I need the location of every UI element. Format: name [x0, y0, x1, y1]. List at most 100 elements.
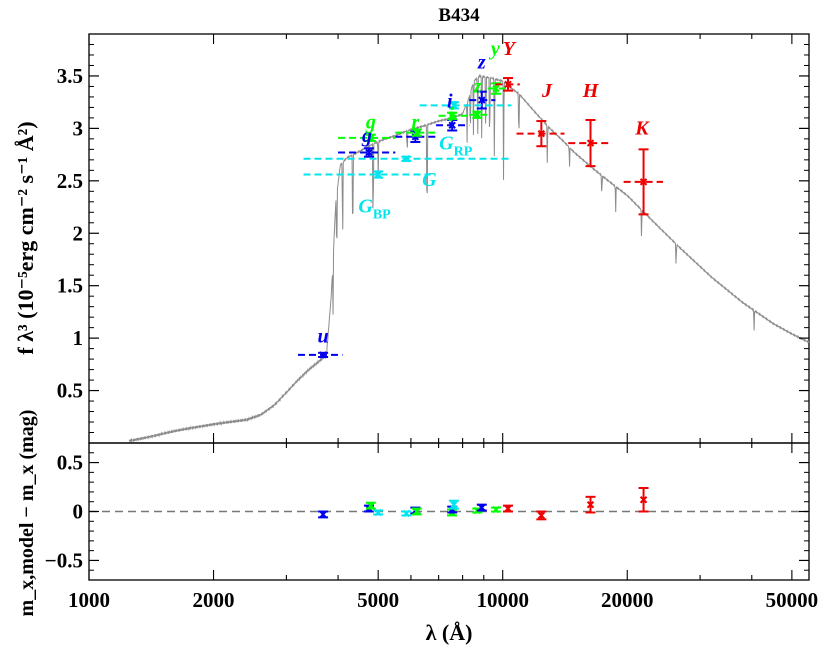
y-tick-label: 0.5	[57, 451, 83, 475]
band-label-y: y	[489, 38, 500, 60]
x-tick-label: 10000	[476, 588, 529, 612]
x-tick-label: 20000	[601, 588, 654, 612]
data-marker	[319, 510, 327, 519]
residual-point	[448, 499, 459, 510]
band-label-z: z	[473, 76, 482, 98]
band-label-k: K	[634, 118, 650, 140]
y-tick-label: 1	[73, 326, 84, 350]
x-ticks: 1000 2000 5000 10000 20000 50000	[68, 443, 818, 612]
band-label-g: G	[422, 169, 437, 191]
band-label-j: J	[541, 80, 553, 102]
band-label-h: H	[582, 80, 600, 102]
photometry-point-r	[395, 128, 439, 137]
top-x-ticks	[88, 34, 793, 443]
photometry-point-Y	[495, 77, 520, 92]
residual-point	[373, 508, 384, 517]
band-label-y: Y	[503, 38, 517, 60]
photometry-point-J	[516, 120, 565, 148]
band-label-u: u	[318, 325, 329, 347]
data-marker	[367, 501, 375, 510]
data-marker	[473, 111, 481, 119]
data-marker	[450, 101, 458, 110]
data-marker	[478, 96, 486, 104]
bottom-y-ticks: 0.5 0 −0.5	[45, 451, 809, 572]
photometry-point-G_RP	[419, 101, 512, 110]
band-label-g_rp: GRP	[439, 132, 473, 159]
photometry-point-g	[338, 147, 396, 158]
band-label-i: i	[448, 104, 454, 126]
y-tick-label: 3	[73, 116, 84, 140]
bottom-panel: 0.5 0 −0.5 1000 2000 5000 10000 20000 50000	[45, 442, 818, 612]
chart-title: B434	[438, 5, 480, 26]
band-label-g: g	[365, 111, 376, 133]
photometry-point-z	[469, 110, 490, 119]
photometry-point-i	[438, 111, 470, 120]
data-marker	[492, 84, 500, 93]
spectrum-line	[128, 73, 810, 444]
y-tick-label: 2	[73, 221, 84, 245]
y-tick-label: 0	[73, 500, 84, 524]
data-marker	[492, 505, 500, 514]
photometry-points	[297, 77, 663, 359]
residual-point	[318, 510, 329, 519]
data-marker	[402, 155, 411, 163]
photometry-point-G	[303, 155, 512, 163]
band-label-g: g	[361, 125, 372, 147]
data-marker	[478, 503, 486, 512]
photometry-point-G_BP	[303, 170, 431, 179]
data-marker	[365, 148, 373, 157]
residual-point	[411, 507, 422, 516]
data-marker	[639, 496, 648, 504]
bottom-y-axis-title: m_x,model − m_x (mag)	[16, 410, 38, 617]
residual-point	[365, 501, 376, 510]
band-label-g_bp: GBP	[358, 195, 391, 222]
data-marker	[448, 121, 456, 129]
y-tick-label: 3.5	[57, 64, 83, 88]
data-marker	[537, 511, 546, 520]
residual-point	[585, 495, 596, 514]
x-tick-label: 5000	[357, 588, 399, 612]
photometry-point-K	[623, 148, 663, 216]
residual-point	[503, 504, 514, 513]
residual-point	[536, 510, 547, 521]
model-spectrum	[128, 73, 810, 444]
photometry-point-z	[469, 90, 496, 110]
data-marker	[402, 509, 411, 518]
y-tick-label: 1.5	[57, 274, 83, 298]
band-label-z: z	[477, 52, 486, 74]
data-marker	[374, 170, 382, 179]
data-marker	[586, 500, 595, 509]
data-marker	[504, 504, 512, 513]
data-marker	[586, 139, 595, 147]
band-label-r: r	[411, 111, 419, 133]
photometry-point-g	[338, 133, 396, 142]
data-marker	[639, 178, 648, 186]
y-tick-label: 0.5	[57, 379, 83, 403]
residual-point	[476, 503, 487, 512]
residual-point	[401, 509, 412, 518]
photometry-point-u	[297, 351, 343, 359]
residual-point	[638, 487, 649, 513]
x-tick-label: 50000	[766, 588, 819, 612]
residual-point	[490, 505, 501, 514]
photometry-point-i	[436, 118, 470, 132]
data-marker	[319, 351, 327, 359]
photometry-point-H	[568, 118, 613, 168]
data-marker	[450, 500, 458, 509]
residual-points	[318, 487, 649, 521]
x-axis-title: λ (Å)	[426, 620, 473, 645]
data-marker	[537, 129, 546, 138]
y-tick-label: 2.5	[57, 169, 83, 193]
data-marker	[504, 80, 512, 89]
top-y-ticks: 0.5 1 1.5 2 2.5 3 3.5	[57, 43, 809, 434]
top-y-axis-title: f λ³ (10⁻⁵erg cm⁻² s⁻¹ Å²)	[13, 121, 38, 354]
x-tick-label: 2000	[193, 588, 235, 612]
data-marker	[367, 134, 375, 142]
data-marker	[413, 507, 421, 516]
y-tick-label: −0.5	[45, 548, 83, 572]
x-tick-label: 1000	[68, 588, 110, 612]
data-marker	[374, 508, 382, 517]
